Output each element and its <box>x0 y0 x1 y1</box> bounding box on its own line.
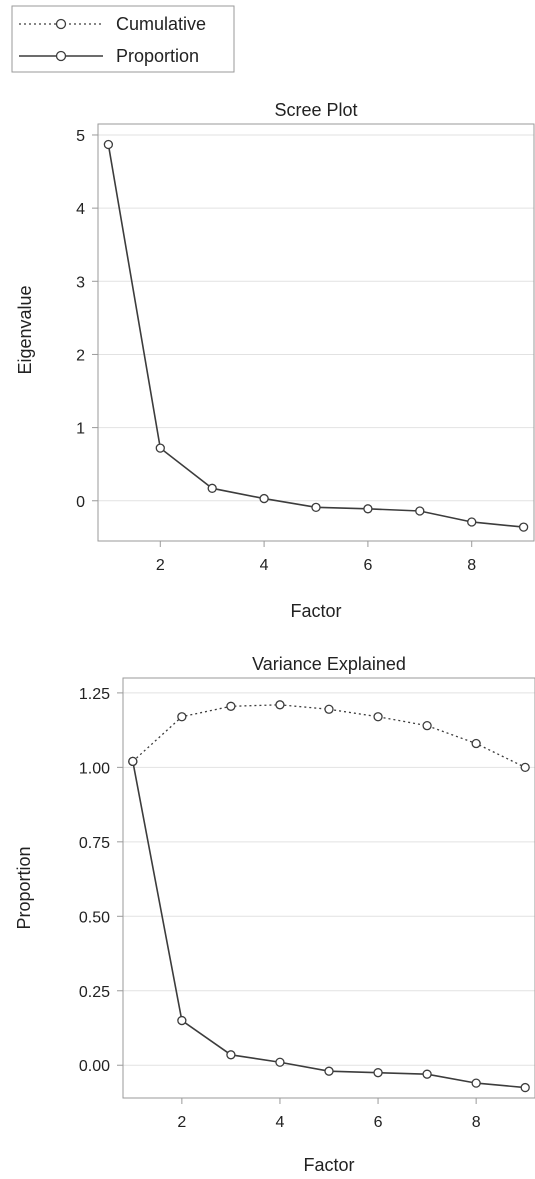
proportion-point <box>128 756 138 767</box>
cumulative-point <box>226 701 236 711</box>
plot-frame <box>122 677 535 1099</box>
gridlines <box>98 134 534 502</box>
legend-cumulative-swatch-marker <box>55 18 67 30</box>
proportion-point <box>373 1068 383 1078</box>
y-tick-label: 1.25 <box>79 686 110 703</box>
proportion-point <box>226 1050 236 1060</box>
cumulative-point <box>275 700 285 710</box>
cumulative-point <box>422 721 432 731</box>
proportion-point <box>177 1015 187 1026</box>
series-0-point <box>103 139 114 150</box>
series-0-point <box>311 502 321 512</box>
x-tick-label: 2 <box>156 557 165 574</box>
x-axis-label: Factor <box>290 601 341 621</box>
y-tick-label: 0.75 <box>79 835 110 852</box>
y-axis-label: Eigenvalue <box>15 285 35 374</box>
y-tick-label: 0.00 <box>79 1058 110 1075</box>
legend-proportion-swatch-marker <box>55 50 67 62</box>
x-tick-label: 4 <box>260 557 269 574</box>
legend-cumulative-label: Cumulative <box>116 14 206 34</box>
proportion-line <box>132 761 526 1089</box>
proportion-point <box>275 1057 285 1067</box>
y-axis-label: Proportion <box>14 846 34 929</box>
series-0-point <box>363 504 373 514</box>
y-tick-label: 0 <box>76 494 85 511</box>
chart-title: Variance Explained <box>252 654 406 674</box>
legend-frame <box>11 5 235 73</box>
variance-explained-plot: 0.00 0.25 0.50 0.75 1.00 1.25 2 4 6 8 Variance Exp… <box>14 654 535 1175</box>
cumulative-line <box>132 704 526 768</box>
series-0-line <box>107 144 524 528</box>
legend: Cumulative Proportion <box>11 5 235 73</box>
legend-proportion-label: Proportion <box>116 46 199 66</box>
x-tick-label: 8 <box>467 557 476 574</box>
cumulative-point <box>324 704 334 714</box>
y-tick-label: 2 <box>76 347 85 364</box>
proportion-point <box>471 1078 481 1088</box>
x-tick-label: 4 <box>275 1114 284 1131</box>
y-tick-label: 1.00 <box>79 760 110 777</box>
x-tick-label: 2 <box>177 1114 186 1131</box>
cumulative-point <box>373 712 383 722</box>
series-0-point <box>207 483 217 493</box>
y-tick-label: 1 <box>76 421 85 438</box>
plot-frame <box>97 123 535 542</box>
proportion-point <box>520 1082 530 1093</box>
y-tick-label: 3 <box>76 274 85 291</box>
series-0-point <box>467 517 477 527</box>
cumulative-point <box>520 762 530 773</box>
x-tick-label: 8 <box>472 1114 481 1131</box>
proportion-point <box>324 1066 334 1076</box>
x-tick-label: 6 <box>363 557 372 574</box>
y-tick-label: 0.50 <box>79 909 110 926</box>
y-tick-label: 4 <box>76 201 85 218</box>
series-0-point <box>259 493 269 504</box>
series-0-point <box>518 522 529 532</box>
y-tick-label: 0.25 <box>79 984 110 1001</box>
series-0-point <box>155 443 165 453</box>
proportion-point <box>422 1069 432 1079</box>
cumulative-point <box>177 712 187 722</box>
cumulative-point <box>471 738 481 749</box>
scree-plot: 0 1 2 3 4 5 2 4 6 8 Scree Plot Eigenvalue Factor <box>15 100 535 621</box>
x-axis-label: Factor <box>303 1155 354 1175</box>
x-tick-label: 6 <box>374 1114 383 1131</box>
chart-title: Scree Plot <box>274 100 357 120</box>
y-tick-label: 5 <box>76 128 85 145</box>
series-0-point <box>415 506 425 516</box>
gridlines <box>123 692 535 1066</box>
